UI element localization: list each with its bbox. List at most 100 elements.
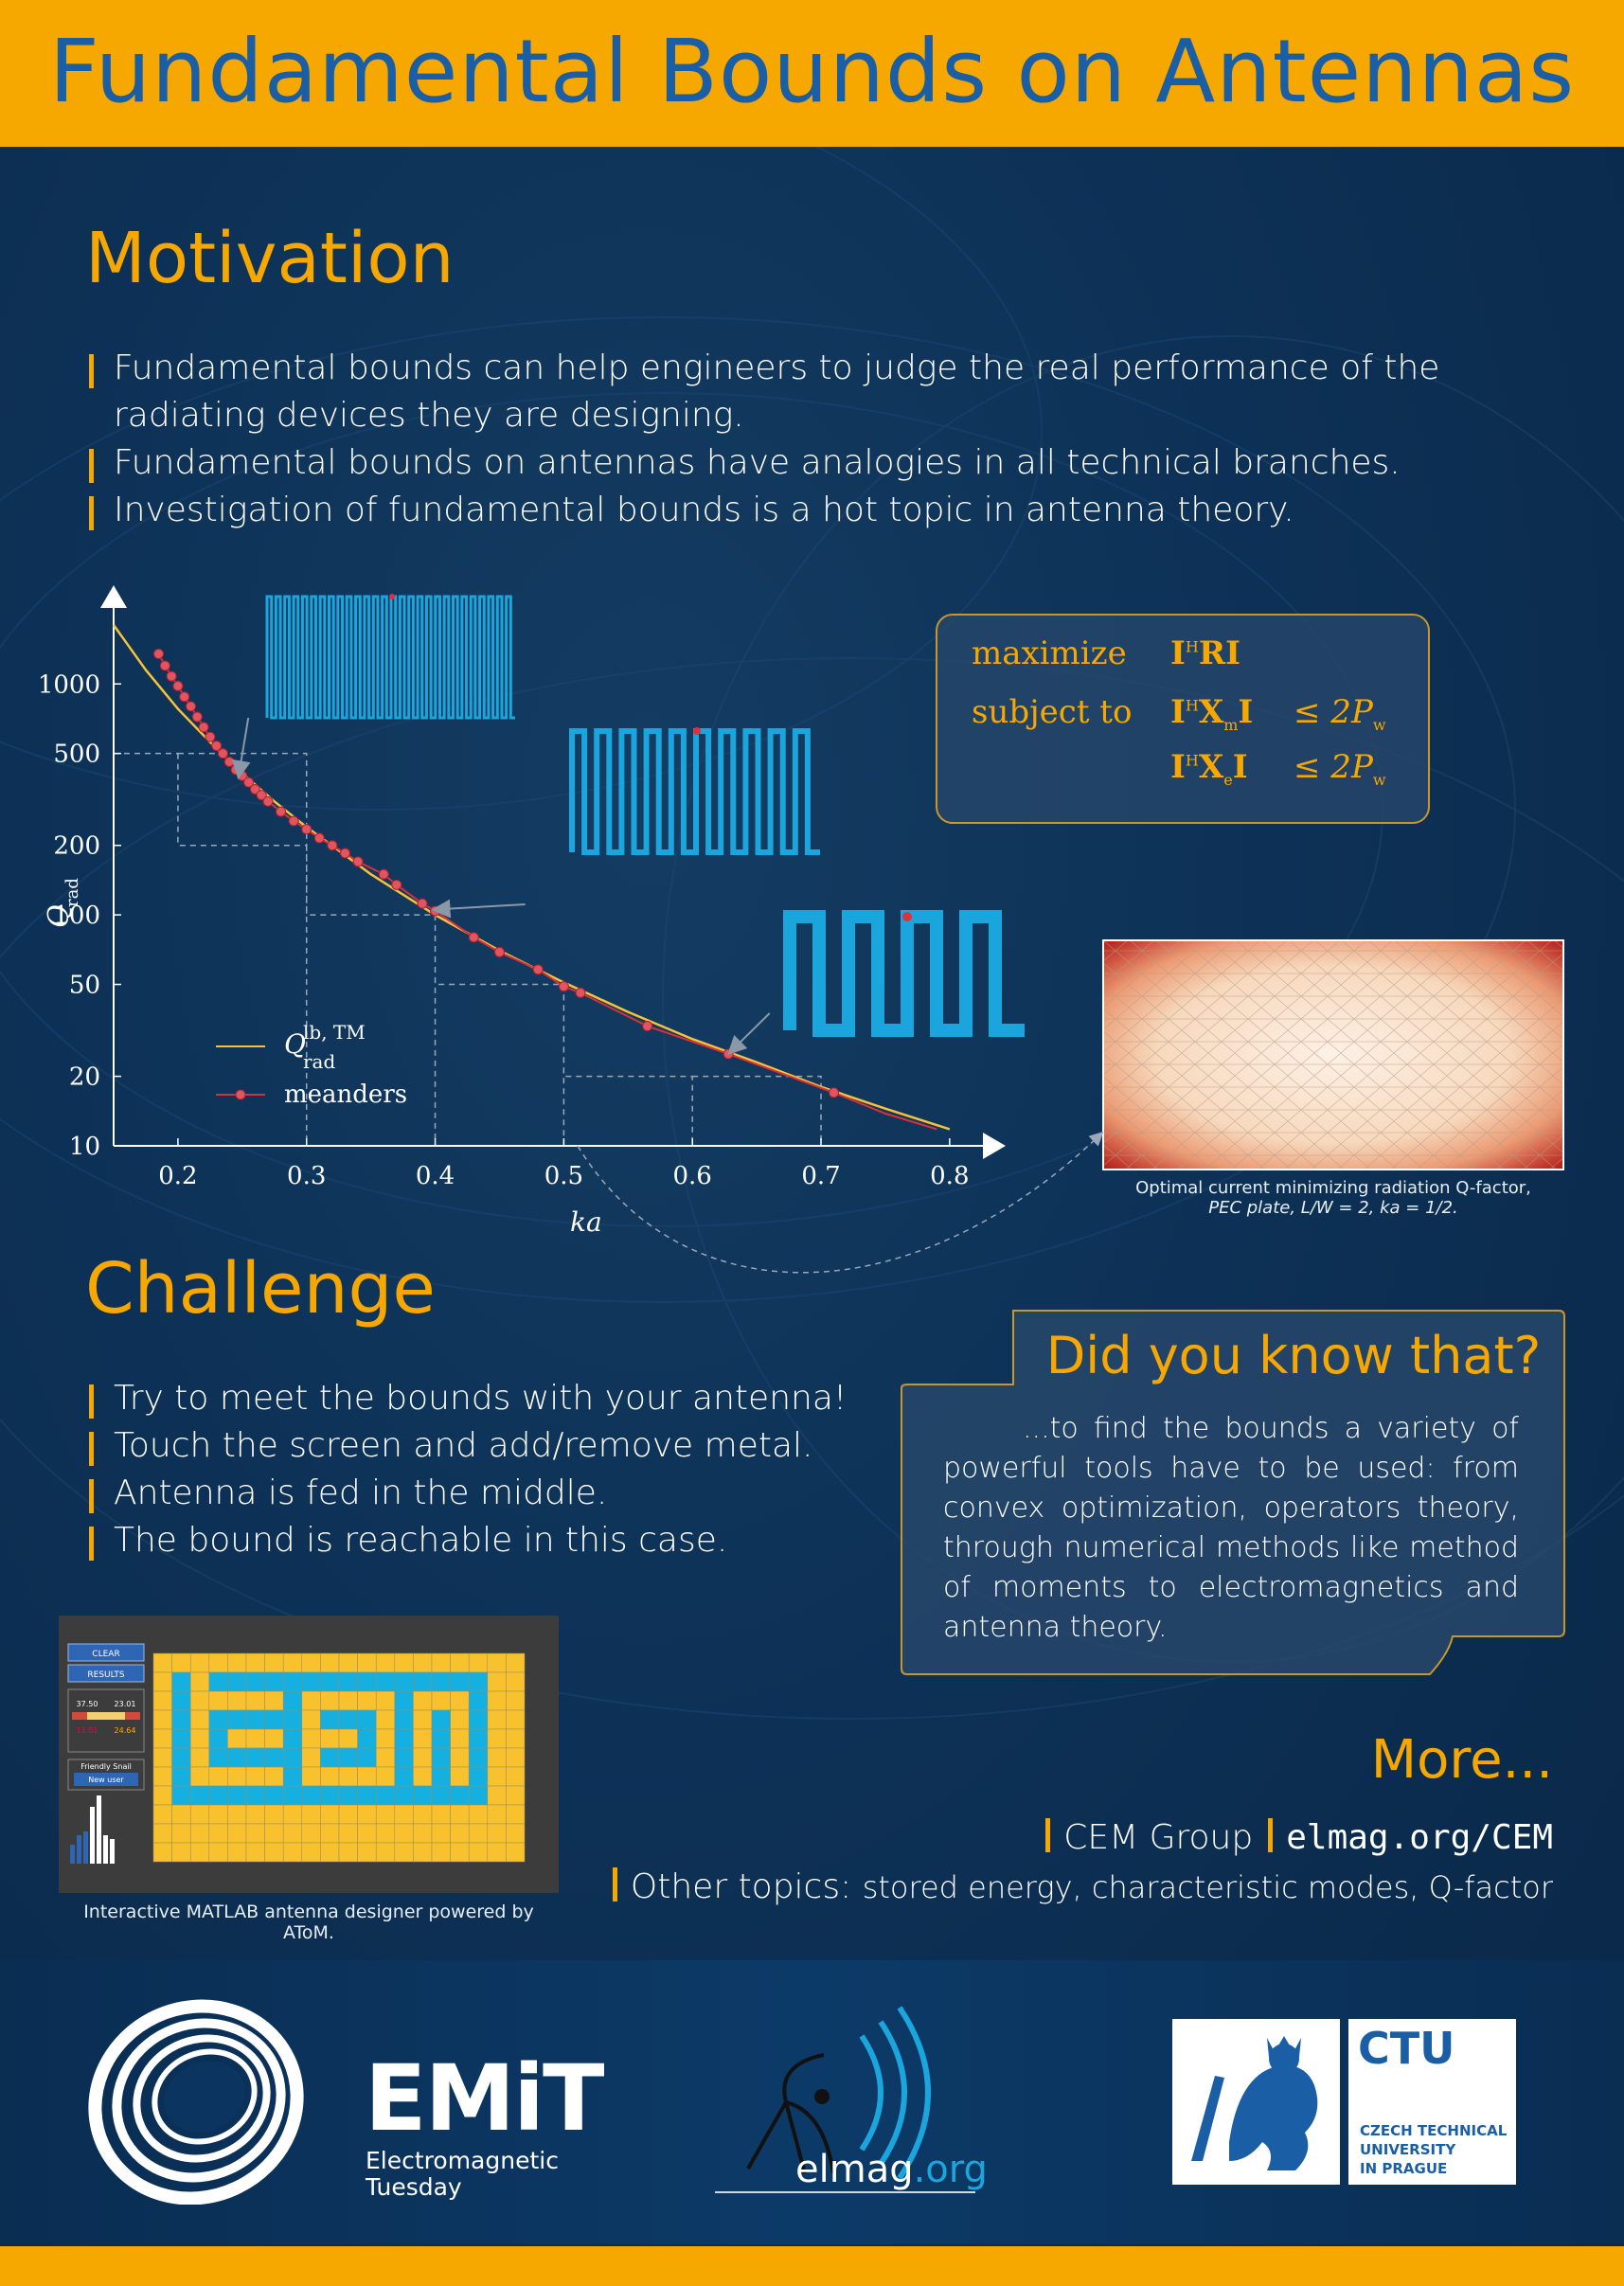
meanders-point xyxy=(223,756,235,767)
y-axis-label: Q rad xyxy=(43,878,82,928)
elmag-logo-text: elmag.org xyxy=(795,2148,988,2191)
elmag-logo-icon xyxy=(715,2006,975,2193)
svg-text:Friendly Snail: Friendly Snail xyxy=(80,1762,132,1771)
did-you-know-box: Did you know that? ...to find the bounds… xyxy=(900,1309,1566,1676)
connector-arrow xyxy=(577,1131,1104,1274)
list-item: Fundamental bounds can help engineers to… xyxy=(87,345,1489,439)
did-you-know-text: ...to find the bounds a variety of power… xyxy=(943,1412,1519,1644)
current-caption: Optimal current minimizing radiation Q-f… xyxy=(1135,1178,1531,1218)
q-factor-chart: 0.2 0.3 0.4 0.5 0.6 0.7 0.8 10 20 50 100 200 500 1000… xyxy=(38,585,1025,1238)
meanders-point xyxy=(256,790,267,801)
meanders-point xyxy=(211,741,223,752)
meanders-point xyxy=(575,987,586,998)
meanders-point xyxy=(558,981,569,992)
meanders-point xyxy=(179,691,190,703)
meanders-point xyxy=(430,905,441,917)
challenge-heading: Challenge xyxy=(85,1248,436,1330)
svg-text:23.01: 23.01 xyxy=(115,1700,136,1708)
svg-text:24.64: 24.64 xyxy=(115,1726,136,1735)
meanders-point xyxy=(205,731,216,742)
meanders-point xyxy=(493,946,505,957)
topics-list: stored energy, characteristic modes, Q-f… xyxy=(862,1869,1553,1905)
x-tick-label: 0.5 xyxy=(544,1162,583,1190)
bottom-bar xyxy=(0,2246,1624,2286)
pointer-arrow xyxy=(431,899,526,919)
meanders-point xyxy=(532,964,544,975)
meanders-point xyxy=(166,670,177,682)
ctu-logo-box xyxy=(1348,2019,1516,2185)
meanders-point xyxy=(153,648,165,659)
meanders-point xyxy=(288,815,299,827)
y-tick-label: 500 xyxy=(53,741,100,769)
meander-illustration-sparse xyxy=(783,910,1025,1037)
new-user-button: New user xyxy=(88,1776,124,1784)
cem-group-link[interactable]: CEM Group xyxy=(1063,1818,1254,1857)
y-tick-label: 200 xyxy=(53,832,100,861)
x-tick-label: 0.3 xyxy=(287,1162,326,1190)
meander-illustration-medium xyxy=(569,728,820,855)
meanders-point xyxy=(327,840,338,851)
meanders-point xyxy=(378,868,389,880)
other-topics-label: Other topics: xyxy=(630,1867,852,1906)
chart-legend: Q lb, TM rad meanders xyxy=(216,1021,407,1109)
challenge-list: Try to meet the bounds with your antenna… xyxy=(87,1375,901,1564)
svg-text:11.01: 11.01 xyxy=(77,1726,98,1735)
cem-url-link[interactable]: elmag.org/CEM xyxy=(1286,1818,1553,1857)
meanders-point xyxy=(249,783,260,795)
results-button: RESULTS xyxy=(87,1670,125,1680)
did-you-know-title: Did you know that? xyxy=(1045,1326,1542,1385)
x-tick-label: 0.8 xyxy=(930,1162,969,1190)
svg-text:37.50: 37.50 xyxy=(77,1700,98,1708)
meanders-point xyxy=(642,1021,653,1032)
lower-bound-line xyxy=(112,624,951,1131)
legend-lb-sub: rad xyxy=(303,1050,335,1073)
meanders-point xyxy=(391,879,402,890)
meanders-point xyxy=(339,848,350,859)
list-item: Try to meet the bounds with your antenna… xyxy=(87,1375,901,1422)
meanders-point xyxy=(468,932,479,943)
matlab-caption: Interactive MATLAB antenna designer powe… xyxy=(83,1902,534,1943)
optimal-current-plot xyxy=(1102,939,1564,1170)
emit-logo-icon xyxy=(88,1999,304,2205)
y-tick-label: 10 xyxy=(69,1133,100,1161)
meanders-point xyxy=(352,856,364,867)
list-item: Investigation of fundamental bounds is a… xyxy=(87,487,1489,534)
cem-links: CEM Group elmag.org/CEM xyxy=(1030,1818,1553,1857)
y-tick-label: 1000 xyxy=(38,670,100,699)
ctu-logo-name: CZECH TECHNICAL UNIVERSITY IN PRAGUE xyxy=(1360,2122,1508,2177)
list-item: Antenna is fed in the middle. xyxy=(87,1470,901,1517)
meanders-point xyxy=(829,1087,840,1098)
meanders-point xyxy=(172,680,184,691)
page-title: Fundamental Bounds on Antennas xyxy=(48,21,1576,122)
meanders-point xyxy=(191,711,203,723)
more-heading: More... xyxy=(1370,1729,1553,1791)
clear-button: CLEAR xyxy=(92,1650,119,1659)
y-tick-label: 100 xyxy=(53,902,100,930)
legend-lb-sup: lb, TM xyxy=(303,1021,366,1044)
motivation-heading: Motivation xyxy=(85,218,455,299)
y-tick-label: 50 xyxy=(69,972,100,1000)
list-item: Touch the screen and add/remove metal. xyxy=(87,1422,901,1470)
meanders-point xyxy=(159,660,170,671)
meanders-point xyxy=(262,795,274,807)
svg-text:rad: rad xyxy=(62,878,82,907)
meanders-point xyxy=(301,824,312,835)
list-item: The bound is reachable in this case. xyxy=(87,1517,901,1564)
meanders-point xyxy=(723,1048,734,1060)
x-tick-label: 0.7 xyxy=(801,1162,840,1190)
meanders-point xyxy=(185,701,196,712)
meanders-point xyxy=(417,898,428,909)
subject-to-keyword: subject to xyxy=(972,693,1133,731)
x-tick-label: 0.6 xyxy=(673,1162,712,1190)
meanders-point xyxy=(198,722,209,733)
legend-meanders-label: meanders xyxy=(284,1080,407,1109)
matlab-screenshot: CLEAR RESULTS 37.50 23.01 11.01 24.64 Fr… xyxy=(59,1616,559,1893)
meanders-point xyxy=(313,832,325,844)
meanders-point xyxy=(217,748,228,759)
ctu-lion-emblem xyxy=(1172,2019,1340,2185)
svg-text:Q: Q xyxy=(43,904,76,928)
x-tick-label: 0.2 xyxy=(158,1162,197,1190)
title-bar: Fundamental Bounds on Antennas xyxy=(0,0,1624,147)
x-axis-label: ka xyxy=(570,1206,602,1238)
emit-logo-subtitle: Electromagnetic Tuesday xyxy=(366,2147,559,2201)
